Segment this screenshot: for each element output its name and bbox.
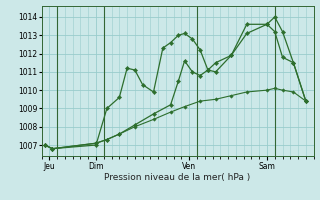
- X-axis label: Pression niveau de la mer( hPa ): Pression niveau de la mer( hPa ): [104, 173, 251, 182]
